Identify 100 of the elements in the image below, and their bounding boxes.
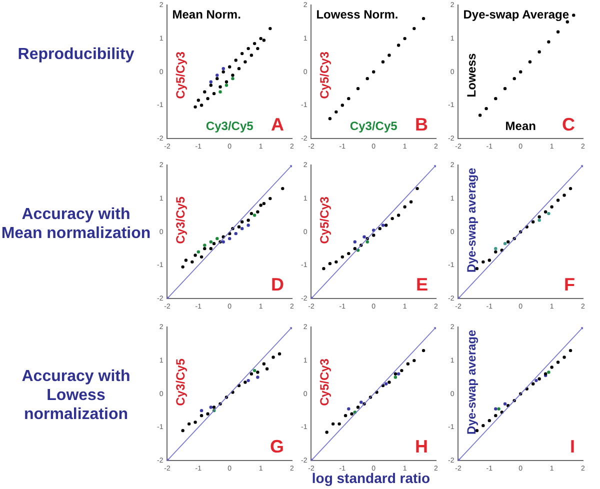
point (340, 104, 344, 107)
point (256, 370, 260, 374)
point (356, 406, 360, 409)
point (396, 372, 400, 376)
point (246, 224, 250, 227)
x-axis-title: Mean (505, 118, 536, 133)
y-axis-title: Cy5/Cy3 (318, 51, 332, 99)
point (252, 214, 256, 217)
point (252, 368, 256, 372)
annotation: H (415, 436, 428, 457)
point (216, 76, 219, 80)
point (400, 368, 404, 372)
point (187, 422, 191, 426)
point (356, 86, 360, 90)
point (328, 116, 332, 120)
y-axis-title: Cy5/Cy3 (318, 358, 332, 406)
point (568, 348, 572, 352)
text: Accuracy with Lowess normalization (20, 367, 132, 424)
point (534, 378, 538, 382)
point (334, 110, 338, 114)
point (547, 212, 550, 216)
point (381, 224, 385, 227)
annotation: G (270, 436, 284, 457)
point (222, 70, 225, 74)
point (562, 356, 566, 359)
point (494, 246, 498, 250)
annotation: B (415, 114, 428, 135)
point (240, 226, 244, 230)
point (268, 26, 272, 30)
point (503, 86, 507, 90)
point (231, 74, 234, 77)
point (272, 356, 275, 359)
point (184, 258, 188, 262)
point (360, 400, 363, 404)
point (519, 70, 522, 74)
annotation: I (570, 436, 575, 457)
point (482, 260, 485, 264)
point (381, 60, 385, 64)
point (246, 46, 250, 50)
point (262, 38, 266, 42)
point (334, 260, 338, 264)
point (538, 377, 541, 380)
point (246, 378, 250, 382)
point (262, 362, 266, 366)
chart-title: Mean Norm. (172, 8, 241, 22)
point (396, 214, 400, 217)
point (246, 218, 250, 222)
point (234, 58, 238, 62)
point (547, 40, 550, 44)
point (497, 407, 500, 411)
point (403, 205, 406, 208)
point (362, 235, 366, 239)
point (203, 246, 206, 250)
text: Accuracy with Mean normalization (0, 205, 152, 243)
point (347, 252, 350, 256)
point (512, 76, 516, 80)
point (265, 367, 269, 370)
point (347, 96, 350, 100)
point (488, 258, 492, 262)
point (259, 36, 262, 40)
point (568, 186, 572, 190)
point (372, 70, 376, 74)
point (200, 104, 204, 107)
point (538, 218, 541, 222)
point (482, 424, 485, 428)
point (390, 216, 394, 220)
point (200, 255, 204, 259)
point (378, 226, 382, 230)
point (252, 42, 256, 46)
y-axis-title: Cy3/Cy5 (174, 358, 188, 406)
point (544, 210, 548, 214)
point (503, 402, 507, 406)
point (218, 85, 222, 89)
point (222, 66, 225, 70)
point (224, 84, 228, 87)
point (190, 260, 194, 264)
x-axis-title: log standard ratio (312, 470, 432, 486)
point (196, 250, 200, 254)
point (403, 36, 406, 40)
y-axis-title: Lowess (464, 52, 479, 98)
point (494, 407, 498, 411)
point (394, 376, 398, 379)
point (181, 265, 184, 269)
point (256, 46, 260, 50)
point (503, 242, 507, 246)
point (240, 52, 244, 56)
point (556, 30, 560, 34)
point (262, 202, 266, 206)
y-axis-title: Cy3/Cy5 (174, 196, 188, 244)
point (550, 366, 554, 369)
point (209, 80, 212, 84)
point (384, 382, 388, 386)
point (531, 382, 535, 386)
point (538, 50, 541, 54)
text: Reproducibility (16, 45, 136, 64)
y-axis-title: Dye-swap average (464, 330, 479, 435)
point (531, 220, 535, 224)
point (234, 232, 238, 236)
x-axis-title: Cy3/Cy5 (350, 118, 398, 133)
point (209, 240, 212, 244)
